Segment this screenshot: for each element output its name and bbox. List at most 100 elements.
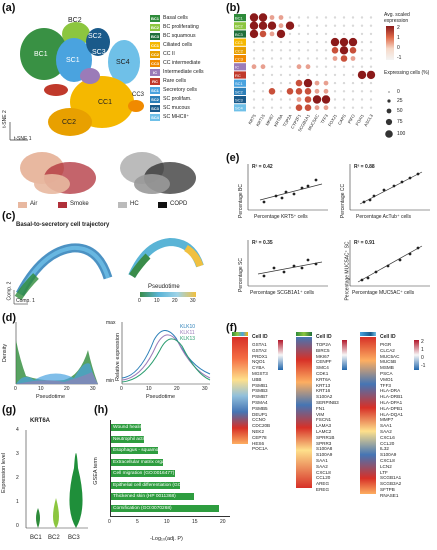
legend-label: CC intermediate: [163, 60, 201, 66]
tsne-clusters-svg: BC2 BC1 SC1 SC2 SC3 SC4 CC1 CC2 CC3: [9, 17, 145, 141]
dotplot-dot: [297, 32, 301, 36]
dotplot-dot: [304, 104, 312, 111]
legend-label: BC squamous: [163, 33, 196, 39]
dotplot-dot: [270, 106, 274, 109]
dotplot-dot: [297, 49, 301, 52]
relexp-xtick: 30: [202, 386, 208, 392]
gsea-xtick: 0: [108, 519, 111, 525]
heatmap-scale-tick: 0: [421, 355, 424, 361]
heatmap-3: [360, 332, 376, 494]
dotplot-dot: [351, 98, 355, 101]
dotplot-dot: [360, 106, 364, 109]
dotplot-dot: [270, 57, 274, 60]
violin-xtick: BC2: [48, 535, 60, 541]
legend-label: SC prolifam.: [163, 96, 192, 102]
dotplot-dot: [288, 81, 292, 85]
color-tick: 1: [397, 35, 400, 41]
violin-ytick: 3: [16, 451, 19, 457]
cluster-label-cc1: CC1: [98, 99, 112, 106]
dotplot-dot: [288, 57, 292, 60]
gene-list-1: GSTA1 GSTA2 PRDX1 NQO1 CYBA MGST3 UBB PSMB1 PS…: [252, 342, 271, 452]
dotplot-dot: [252, 57, 256, 60]
legend-label: BC proliferating: [163, 24, 199, 30]
dotplot-dot: [342, 65, 346, 68]
dotplot-dot: [342, 16, 346, 19]
dotplot-dot: [297, 24, 301, 27]
dotplot-dot: [324, 24, 328, 27]
dotplot-dot: [306, 32, 310, 36]
heatmap-2-cell-id: Cell ID: [316, 334, 332, 340]
dotplot-dot: [270, 81, 274, 85]
scatter-bc-ylabel: Percentage BC: [237, 184, 244, 218]
dotplot-dot: [261, 49, 265, 52]
dotplot-gene-label: FOXI1: [354, 113, 365, 127]
dotplot-dot: [348, 37, 358, 47]
dotplot-dot: [323, 88, 329, 94]
dotplot-gene-label: KRT5: [247, 113, 257, 125]
dotplot-dot: [251, 64, 257, 70]
violin-plot: 0 1 2 3 4: [16, 427, 90, 532]
legend-row: SC1 Secretory cells: [150, 86, 197, 94]
dotplot-row-swatch: [234, 79, 246, 87]
dotplot-gene-label: MKI67: [264, 113, 275, 127]
dotplot-dot: [270, 98, 274, 101]
dotplot-dot: [270, 40, 274, 44]
dotplot-dot: [288, 106, 292, 109]
heatmap-1-scale: [278, 340, 283, 370]
legend-row: RC Rare cells: [150, 77, 186, 85]
gene-list-3: PIGR CLCA2 MUC5AC MUC5B MSMB PSCA VMO1 TFF3 HL…: [380, 342, 403, 498]
gsea-bar: Cell migration (GO:0016477): [111, 470, 175, 477]
tsne-axis-x: t-SNE 1: [14, 136, 32, 142]
gsea-bar: Wound healing (GO:0042060): [111, 424, 141, 431]
violin-ytick: 0: [16, 523, 19, 529]
dotplot-dot: [366, 70, 376, 80]
legend-label-air: Air: [30, 201, 38, 207]
gsea-bar: Neutrophil activation (GO:0042119): [111, 435, 144, 443]
dotplot-dot: [258, 13, 268, 22]
dotplot-dot: [315, 16, 319, 19]
gsea-bar: Thickened skin (HP 0011368): [111, 493, 195, 500]
dotplot-dot: [288, 40, 292, 44]
dotplot-dot: [339, 37, 349, 47]
scatter-bc-xlabel: Percentage KRT5⁺ cells: [254, 214, 308, 220]
cluster-label-bc2: BC2: [68, 17, 82, 24]
dotplot-row-label: SC4: [235, 106, 244, 111]
dotplot-dot: [360, 81, 364, 85]
dotplot-row-label: SC3: [235, 98, 244, 103]
gsea-bar: Esophagus - squamous epithelial cells (H…: [111, 447, 158, 454]
pseudotime-tick: 10: [154, 298, 160, 304]
size-tick: 50: [397, 108, 403, 114]
series-label-klk13: KLK13: [180, 336, 196, 342]
dotplot-dot: [351, 24, 355, 27]
cluster-label-bc1: BC1: [34, 51, 48, 58]
dotplot-dot: [332, 56, 338, 61]
cluster-legend: BC1 Basal cells BC2 BC proliferating BC3 BC…: [150, 14, 226, 126]
legend-swatch: SC4: [150, 113, 160, 121]
dotplot-dot: [249, 29, 259, 39]
scatter-sc-xlabel: Percentage SCGB1A1⁺ cells: [250, 290, 315, 296]
dotplot-row-label: RC: [235, 73, 241, 78]
legend-label-copd: COPD: [170, 201, 188, 207]
relexp-ytick-min: min: [106, 378, 115, 384]
color-tick: 2: [397, 25, 400, 31]
panel-label-f: (f): [226, 322, 237, 334]
dotplot-dot: [324, 49, 328, 52]
pseudotime-tick: 20: [172, 298, 178, 304]
dotplot-dot: [288, 16, 292, 19]
legend-label: SC MHCII⁺: [163, 114, 190, 120]
dotplot-gene-label: KRT6A: [273, 113, 284, 127]
legend-row: SC2 SC prolifam.: [150, 95, 192, 103]
density-xtick: 20: [64, 386, 70, 392]
dotplot-dot: [369, 81, 373, 85]
dotplot-dot: [295, 88, 303, 95]
gsea-bar: Epithelial cell differentiation (GO:0030…: [111, 481, 181, 489]
scatter-sc: R² = 0.35 Percentage SCGB1A1⁺ cells: [246, 238, 330, 298]
dotplot-dot: [279, 40, 283, 44]
dotplot-dot: [268, 88, 276, 95]
dotplot-dot: [252, 81, 256, 85]
dotplot-dot: [279, 81, 283, 85]
legend-swatch: BC2: [150, 23, 160, 31]
trajectory-axis-x: Comp. 1: [16, 298, 35, 304]
legend-row: CC3 CC intermediate: [150, 59, 200, 67]
dotplot-dot: [369, 98, 373, 101]
